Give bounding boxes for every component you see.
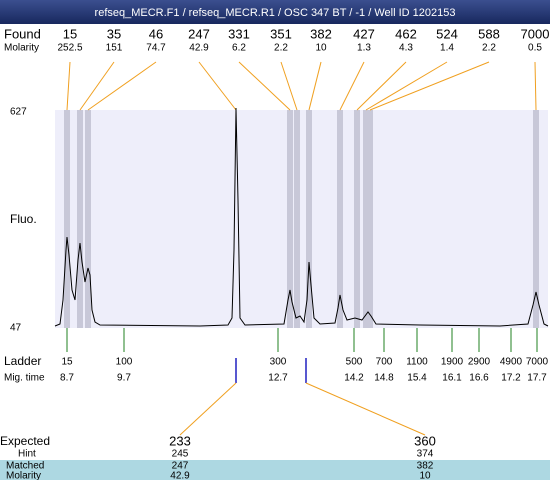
mig-time: 9.7 — [117, 373, 131, 384]
peak-connector — [79, 61, 115, 111]
found-size: 382 — [310, 26, 332, 41]
found-molarity: 252.5 — [57, 43, 82, 54]
peak-band — [306, 110, 312, 328]
peak-band — [337, 110, 343, 328]
peak-connector — [280, 61, 298, 111]
matched-value: 247 — [172, 461, 189, 472]
expected-value: 360 — [414, 433, 436, 448]
mig-time-label: Mig. time — [4, 373, 45, 384]
found-molarity: 6.2 — [232, 43, 246, 54]
peak-band — [64, 110, 70, 328]
ladder-size: 2900 — [468, 357, 491, 368]
ladder-size: 100 — [116, 357, 133, 368]
found-size: 46 — [149, 26, 163, 41]
hint-label: Hint — [18, 449, 36, 460]
peak-band — [287, 110, 293, 328]
ladder-label: Ladder — [4, 354, 41, 368]
y-min-label: 47 — [10, 323, 22, 334]
found-size: 35 — [107, 26, 121, 41]
plot-area — [55, 110, 548, 328]
trace — [54, 107, 549, 327]
ladder-size: 500 — [346, 357, 363, 368]
expected-value: 233 — [169, 433, 191, 448]
matched-rows-bg — [0, 460, 550, 480]
found-molarity: 2.2 — [482, 43, 496, 54]
found-label: Found — [4, 26, 41, 41]
found-molarity: 151 — [106, 43, 123, 54]
peak-connector — [365, 61, 448, 111]
mig-time: 8.7 — [60, 373, 74, 384]
mig-time: 14.2 — [344, 373, 364, 384]
found-molarity: 1.3 — [357, 43, 371, 54]
ladder-size: 700 — [376, 357, 393, 368]
hint-value: 245 — [172, 449, 189, 460]
peak-band — [533, 110, 539, 328]
mig-time: 17.2 — [501, 373, 521, 384]
ladder-size: 4900 — [500, 357, 523, 368]
peak-connector — [356, 61, 407, 111]
mig-time: 17.7 — [527, 373, 547, 384]
expected-connector — [305, 382, 426, 436]
mig-time: 12.7 — [268, 373, 288, 384]
found-molarity: 0.5 — [528, 43, 542, 54]
found-size: 247 — [188, 26, 210, 41]
expected-label: Expected — [0, 434, 50, 448]
found-size: 7000 — [521, 26, 550, 41]
matched-molarity: 42.9 — [170, 471, 190, 480]
mig-time: 15.4 — [407, 373, 427, 384]
found-molarity: 2.2 — [274, 43, 288, 54]
peak-band — [363, 110, 369, 328]
found-molarity: 1.4 — [440, 43, 454, 54]
molarity-label: Molarity — [4, 43, 39, 54]
found-molarity: 4.3 — [399, 43, 413, 54]
peak-connector — [198, 61, 237, 111]
peak-band — [367, 110, 373, 328]
matched-label: Matched — [6, 461, 44, 472]
molarity-row-label: Molarity — [6, 471, 41, 480]
found-molarity: 42.9 — [189, 43, 209, 54]
found-molarity: 74.7 — [146, 43, 166, 54]
found-size: 331 — [228, 26, 250, 41]
peak-connector — [66, 61, 71, 111]
found-size: 462 — [395, 26, 417, 41]
hint-value: 374 — [417, 449, 434, 460]
title-bar — [0, 0, 550, 24]
ladder-size: 1900 — [441, 357, 464, 368]
peak-band — [294, 110, 300, 328]
mig-time: 16.6 — [469, 373, 489, 384]
matched-value: 382 — [417, 461, 434, 472]
found-size: 588 — [478, 26, 500, 41]
found-molarity: 10 — [315, 43, 327, 54]
ladder-size: 7000 — [526, 357, 549, 368]
peak-connector — [534, 61, 537, 111]
found-size: 427 — [353, 26, 375, 41]
ladder-size: 15 — [61, 357, 73, 368]
mig-time: 16.1 — [442, 373, 462, 384]
title: refseq_MECR.F1 / refseq_MECR.R1 / OSC 34… — [95, 7, 456, 19]
matched-molarity: 10 — [419, 471, 431, 480]
peak-connector — [87, 61, 157, 111]
found-size: 351 — [270, 26, 292, 41]
ladder-size: 300 — [270, 357, 287, 368]
y-axis-label: Fluo. — [10, 212, 37, 226]
peak-connector — [238, 61, 291, 111]
ladder-size: 1100 — [406, 357, 428, 368]
y-max-label: 627 — [10, 107, 27, 118]
peak-band — [85, 110, 91, 328]
peak-band — [77, 110, 83, 328]
peak-connector — [339, 61, 365, 111]
expected-connector — [179, 382, 237, 436]
found-size: 15 — [63, 26, 77, 41]
peak-connector — [369, 61, 490, 111]
mig-time: 14.8 — [374, 373, 394, 384]
peak-band — [354, 110, 360, 328]
peak-connector — [308, 61, 322, 111]
found-size: 524 — [436, 26, 458, 41]
